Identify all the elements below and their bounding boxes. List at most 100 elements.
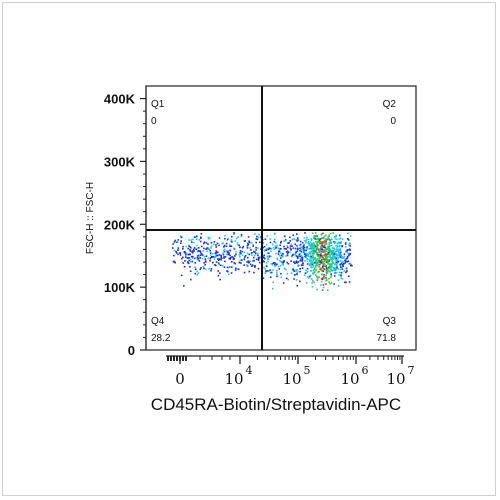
event-point (346, 255, 349, 258)
event-point (335, 261, 337, 263)
event-point (311, 262, 314, 264)
event-point (315, 266, 317, 268)
event-point (305, 254, 307, 256)
event-point (255, 258, 258, 261)
event-point (220, 256, 222, 258)
event-point (275, 252, 277, 255)
event-point (244, 256, 246, 258)
event-point (332, 251, 335, 253)
event-point (331, 260, 334, 262)
event-point (314, 261, 316, 264)
event-point (333, 242, 336, 245)
event-point (307, 241, 310, 243)
event-point (328, 277, 330, 280)
event-point (278, 268, 281, 270)
event-point (321, 248, 323, 250)
event-point (253, 250, 255, 253)
event-point (321, 261, 323, 264)
event-point (339, 249, 342, 252)
event-point (323, 240, 326, 243)
event-point (200, 233, 203, 235)
event-point (326, 279, 328, 281)
event-point (333, 247, 335, 250)
event-point (280, 252, 282, 254)
event-point (277, 253, 280, 255)
event-point (317, 264, 319, 267)
event-point (317, 260, 320, 263)
event-point (339, 268, 342, 271)
event-point (310, 255, 312, 258)
event-point (295, 252, 297, 255)
event-point (313, 250, 316, 252)
event-point (183, 285, 185, 287)
y-axis: 0 100K 200K 300K 400K (104, 86, 147, 358)
event-point (189, 260, 192, 263)
event-point (238, 244, 240, 247)
x-tick-label: 10 (340, 370, 359, 388)
event-point (220, 254, 222, 257)
event-point (333, 269, 336, 272)
event-point (304, 255, 306, 258)
event-point (331, 250, 333, 252)
event-point (331, 247, 334, 249)
event-point (311, 243, 314, 245)
event-point (288, 242, 290, 244)
event-point (313, 251, 316, 253)
event-point (273, 238, 276, 241)
event-point (254, 233, 256, 235)
event-point (320, 278, 323, 280)
event-point (335, 252, 337, 255)
event-point (224, 234, 226, 237)
event-point (311, 253, 314, 255)
event-point (313, 247, 316, 250)
event-point (287, 263, 290, 265)
event-point (326, 272, 329, 274)
event-point (264, 268, 266, 270)
event-point (295, 251, 297, 254)
event-point (233, 232, 235, 234)
event-point (284, 239, 287, 241)
event-point (331, 253, 334, 255)
event-point (249, 263, 252, 266)
event-point (305, 238, 308, 241)
event-point (337, 251, 340, 253)
event-point (303, 237, 306, 239)
event-point (323, 237, 325, 240)
event-point (340, 263, 343, 266)
event-point (257, 254, 259, 257)
event-point (197, 250, 200, 252)
event-point (194, 266, 196, 268)
event-point (316, 247, 318, 249)
event-point (315, 251, 318, 254)
event-point (312, 269, 315, 272)
event-point (340, 271, 343, 274)
event-point (315, 240, 317, 243)
event-point (267, 260, 269, 263)
event-point (256, 252, 259, 255)
event-point (172, 261, 175, 263)
event-point (240, 262, 242, 264)
event-point (339, 263, 341, 266)
event-point (312, 248, 315, 251)
event-point (321, 250, 323, 253)
event-point (313, 235, 315, 237)
event-point (320, 284, 322, 286)
event-point (318, 266, 321, 268)
event-point (206, 247, 208, 250)
event-point (240, 235, 243, 238)
event-point (317, 271, 319, 274)
event-point (311, 278, 313, 280)
event-point (296, 237, 299, 239)
event-point (219, 264, 222, 266)
event-point (344, 243, 347, 245)
event-point (305, 242, 307, 244)
event-point (323, 242, 326, 244)
event-point (302, 245, 305, 248)
event-point (346, 249, 349, 251)
event-point (321, 265, 324, 268)
event-point (251, 264, 254, 266)
event-point (312, 259, 314, 261)
event-point (243, 258, 246, 261)
event-point (223, 266, 226, 268)
event-point (200, 267, 202, 269)
